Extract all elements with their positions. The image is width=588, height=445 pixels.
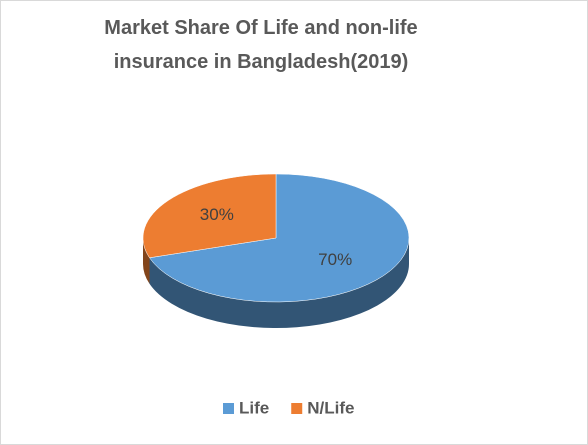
pie-side bbox=[149, 238, 409, 328]
pie-slice bbox=[149, 173, 410, 303]
pie-side bbox=[143, 238, 150, 284]
legend-label: N/Life bbox=[307, 398, 354, 417]
legend-swatch bbox=[291, 403, 303, 414]
data-label: 70% bbox=[318, 250, 352, 269]
data-label: 30% bbox=[200, 205, 234, 224]
legend-label: Life bbox=[239, 398, 269, 417]
pie-slice bbox=[142, 173, 277, 259]
chart-title: Market Share Of Life and non-life insura… bbox=[104, 17, 418, 73]
legend-swatch bbox=[223, 403, 234, 414]
